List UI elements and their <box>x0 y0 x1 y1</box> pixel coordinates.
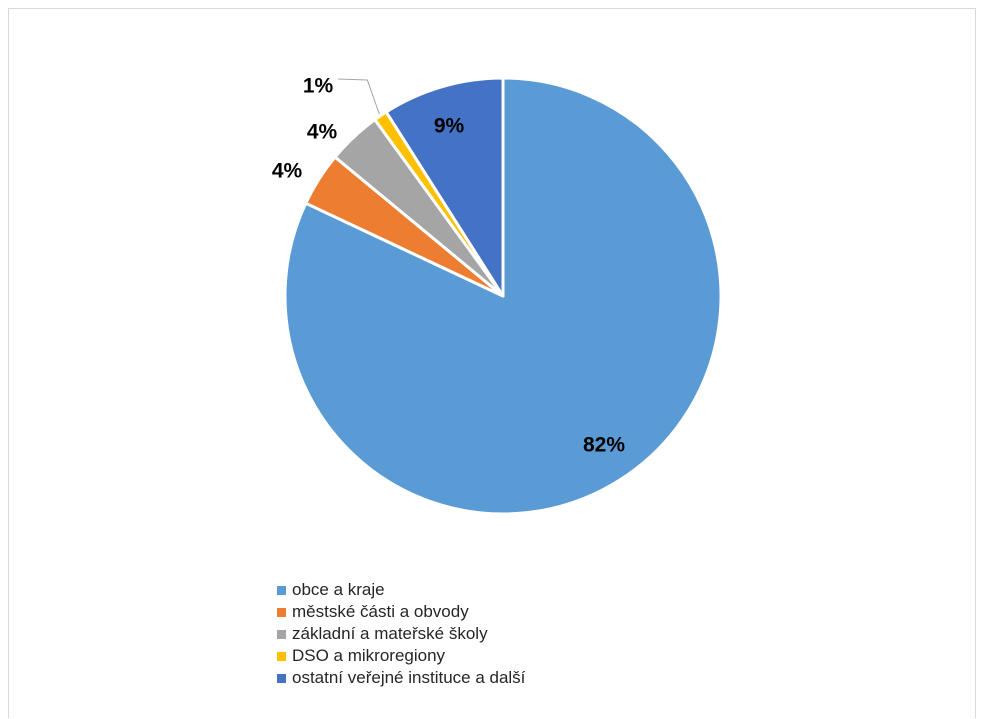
legend-label: městské části a obvody <box>292 602 469 621</box>
chart-area: 82% 4% 4% 1% 9% obce a kraje městské části a … <box>8 8 976 718</box>
legend-item: základní a mateřské školy <box>277 623 525 645</box>
leader-line <box>337 78 380 115</box>
legend-swatch <box>277 607 286 617</box>
data-label: 4% <box>272 160 303 183</box>
pie-chart: 82% 4%4% 1% 9% <box>272 75 723 516</box>
data-label: 9% <box>434 115 465 138</box>
legend-item: obce a kraje <box>277 579 525 601</box>
legend-swatch <box>277 651 286 661</box>
legend-item: městské části a obvody <box>277 601 525 623</box>
data-label: 82% <box>583 434 625 457</box>
legend-swatch <box>277 673 286 683</box>
legend-item: ostatní veřejné instituce a další <box>277 667 525 689</box>
pie-slice <box>384 76 505 298</box>
legend-swatch <box>277 585 286 595</box>
legend-label: základní a mateřské školy <box>292 624 488 643</box>
legend-item: DSO a mikroregiony <box>277 645 525 667</box>
legend-label: obce a kraje <box>292 580 385 599</box>
legend-label: ostatní veřejné instituce a další <box>292 668 526 687</box>
data-label: 4% <box>307 121 338 144</box>
legend-swatch <box>277 629 286 639</box>
legend: obce a kraje městské části a obvody základ… <box>277 579 525 689</box>
legend-label: DSO a mikroregiony <box>292 646 446 665</box>
data-label: 1% <box>303 75 334 98</box>
